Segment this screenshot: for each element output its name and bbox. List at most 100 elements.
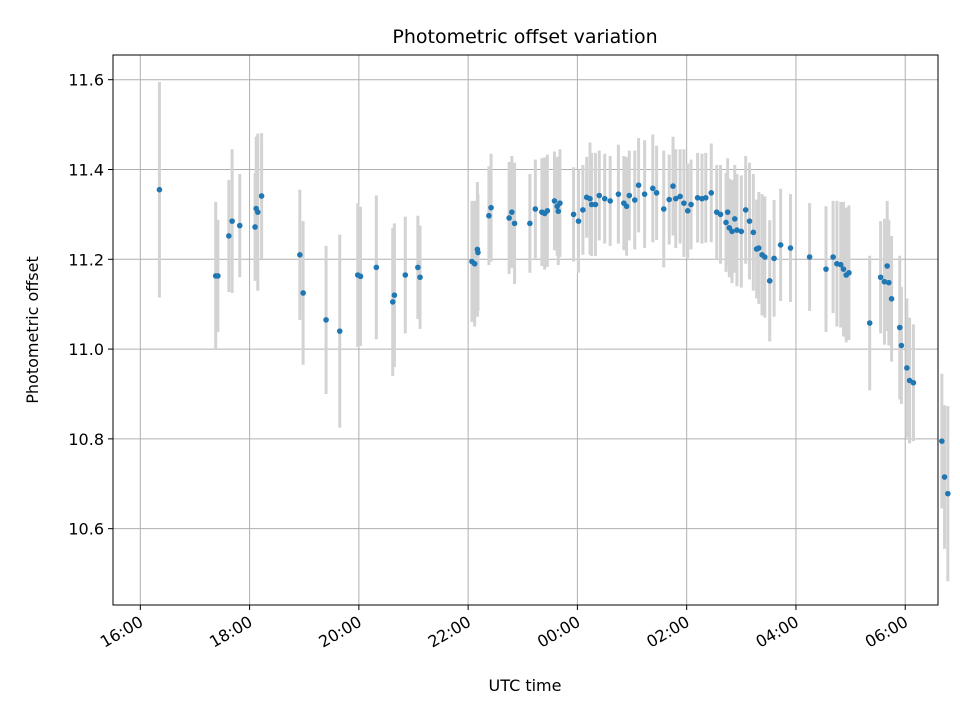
data-point	[717, 211, 724, 218]
data-point	[766, 278, 773, 284]
data-point	[596, 192, 603, 199]
data-point	[941, 474, 948, 480]
y-axis-label: Photometric offset	[23, 256, 42, 404]
data-point	[777, 242, 784, 248]
data-point	[723, 219, 729, 226]
data-point	[896, 324, 903, 331]
data-point	[511, 220, 518, 227]
data-point	[702, 194, 709, 201]
data-point	[509, 209, 515, 215]
data-point	[532, 206, 539, 212]
data-point	[666, 196, 672, 203]
data-point	[904, 365, 910, 371]
data-point	[607, 198, 613, 204]
y-tick-label: 11.0	[68, 340, 104, 359]
data-point	[626, 192, 633, 199]
data-point	[631, 197, 638, 203]
data-point	[755, 245, 762, 251]
data-point	[653, 190, 660, 196]
data-point	[580, 207, 586, 213]
data-point	[471, 260, 478, 267]
data-point	[837, 261, 844, 268]
data-point	[787, 245, 794, 251]
data-point	[252, 224, 258, 230]
data-point	[771, 255, 777, 262]
data-point	[750, 229, 757, 236]
data-point	[898, 342, 905, 349]
data-point	[888, 295, 895, 302]
data-point	[641, 191, 648, 197]
x-axis-label: UTC time	[489, 676, 562, 695]
data-point	[670, 183, 676, 189]
data-point	[615, 191, 622, 197]
data-point	[734, 227, 740, 233]
data-point	[229, 218, 235, 224]
data-point	[488, 204, 494, 211]
data-point	[881, 278, 888, 285]
data-point	[742, 207, 749, 213]
data-point	[236, 222, 243, 229]
data-point	[373, 264, 380, 271]
data-point	[587, 195, 593, 202]
data-point	[677, 193, 683, 200]
y-tick-label: 10.8	[68, 430, 104, 449]
data-point	[945, 490, 951, 497]
y-axis-ticks: 10.6 10.8 11.0 11.2 11.4 11.6	[68, 71, 113, 539]
data-point	[672, 195, 679, 202]
data-point	[884, 263, 890, 269]
data-point	[866, 320, 873, 326]
data-point	[323, 317, 329, 323]
data-point	[575, 218, 582, 224]
data-point	[635, 182, 642, 189]
data-point	[215, 273, 221, 279]
data-point	[226, 233, 232, 239]
data-point	[886, 279, 892, 286]
data-point	[156, 186, 163, 193]
data-point	[254, 209, 261, 215]
data-point	[486, 212, 492, 219]
data-point	[939, 438, 945, 444]
y-tick-label: 10.6	[68, 520, 104, 539]
data-point	[910, 379, 917, 386]
data-point	[415, 264, 421, 271]
data-point	[694, 194, 701, 201]
data-point	[684, 207, 691, 214]
data-point	[336, 328, 343, 334]
data-point	[660, 206, 667, 212]
data-point	[402, 272, 409, 278]
data-point	[708, 190, 715, 196]
chart-title: Photometric offset variation	[392, 26, 657, 48]
data-point	[258, 193, 265, 199]
data-point	[746, 218, 753, 224]
data-point	[527, 220, 533, 227]
data-point	[544, 207, 551, 214]
data-point	[650, 185, 656, 192]
data-point	[297, 251, 303, 258]
data-point	[846, 269, 852, 276]
y-tick-label: 11.2	[68, 250, 104, 269]
data-point	[389, 299, 396, 305]
data-point	[417, 274, 423, 281]
data-point	[806, 254, 813, 260]
data-point	[551, 198, 558, 204]
data-point	[729, 228, 735, 235]
data-point	[724, 209, 731, 215]
data-point	[506, 215, 512, 221]
data-point	[840, 266, 847, 272]
data-point	[830, 254, 836, 260]
data-point	[731, 216, 738, 222]
data-point	[592, 201, 599, 208]
data-point	[357, 273, 364, 280]
data-point	[555, 208, 562, 215]
data-point	[557, 200, 563, 206]
data-point	[623, 203, 630, 210]
data-point	[681, 200, 687, 206]
data-point	[877, 274, 884, 281]
data-point	[601, 195, 608, 202]
data-point	[688, 201, 694, 208]
data-point	[823, 266, 829, 272]
y-tick-label: 11.6	[68, 71, 104, 90]
data-point	[570, 211, 577, 218]
